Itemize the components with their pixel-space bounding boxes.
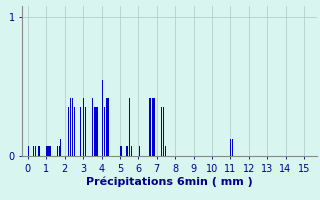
Bar — [59, 146, 60, 156]
Bar — [129, 98, 130, 156]
Bar — [153, 98, 154, 156]
Bar — [97, 107, 98, 156]
Bar — [35, 146, 36, 156]
Bar — [95, 107, 96, 156]
Bar — [121, 146, 122, 156]
Bar — [57, 146, 58, 156]
Bar — [38, 146, 39, 156]
Bar — [96, 107, 97, 156]
Bar — [85, 107, 86, 156]
Bar — [94, 107, 95, 156]
Bar — [50, 146, 51, 156]
Bar — [107, 98, 108, 156]
Bar — [68, 107, 69, 156]
Bar — [49, 146, 50, 156]
Bar — [131, 146, 132, 156]
Bar — [92, 98, 93, 156]
Bar — [124, 146, 125, 156]
Bar — [80, 107, 81, 156]
Bar — [127, 146, 128, 156]
Bar — [72, 98, 73, 156]
Bar — [104, 107, 105, 156]
Bar — [149, 98, 150, 156]
Bar — [123, 146, 124, 156]
Bar — [165, 146, 166, 156]
X-axis label: Précipitations 6min ( mm ): Précipitations 6min ( mm ) — [86, 176, 253, 187]
Bar — [46, 146, 47, 156]
Bar — [60, 139, 61, 156]
Bar — [101, 80, 102, 156]
Bar — [70, 98, 71, 156]
Bar — [106, 98, 107, 156]
Bar — [39, 146, 40, 156]
Bar — [74, 107, 75, 156]
Bar — [47, 146, 48, 156]
Bar — [122, 146, 123, 156]
Bar — [152, 98, 153, 156]
Bar — [41, 146, 42, 156]
Bar — [230, 139, 231, 156]
Bar — [48, 146, 49, 156]
Bar — [108, 98, 109, 156]
Bar — [154, 98, 155, 156]
Bar — [163, 107, 164, 156]
Bar — [161, 107, 162, 156]
Bar — [120, 146, 121, 156]
Bar — [232, 139, 233, 156]
Bar — [83, 98, 84, 156]
Bar — [139, 146, 140, 156]
Bar — [102, 80, 103, 156]
Bar — [126, 146, 127, 156]
Bar — [150, 98, 151, 156]
